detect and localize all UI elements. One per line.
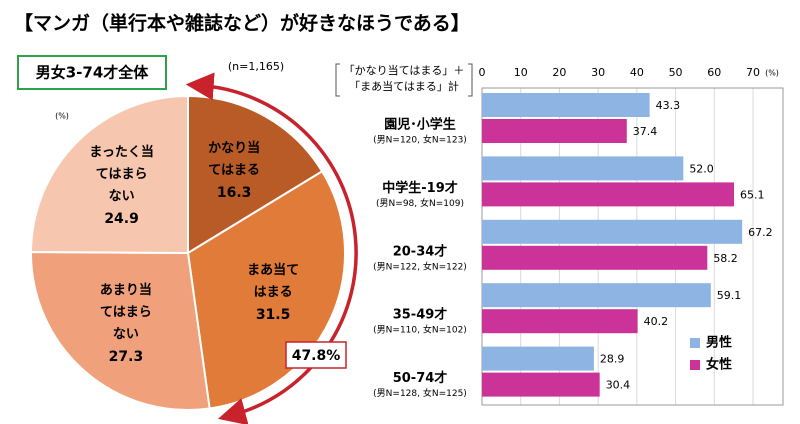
x-tick-label: 50 bbox=[669, 66, 683, 79]
bar bbox=[482, 372, 600, 397]
category-label: 50-74才 bbox=[393, 370, 448, 386]
value-label: 52.0 bbox=[689, 162, 714, 175]
slice-value: 27.3 bbox=[108, 348, 144, 365]
category-note: (男N=128, 女N=125) bbox=[373, 387, 467, 399]
slice-label: まあ当て はまる bbox=[247, 263, 300, 301]
value-label: 59.1 bbox=[717, 289, 742, 302]
legend-label: 男性 bbox=[706, 335, 732, 351]
pie-unit: (%) bbox=[55, 112, 69, 121]
slice-label: かなり当 てはまる bbox=[208, 140, 261, 178]
category-label: 20-34才 bbox=[393, 243, 448, 259]
value-label: 43.3 bbox=[656, 99, 681, 112]
legend-swatch bbox=[690, 360, 700, 370]
x-tick-label: 40 bbox=[630, 66, 644, 79]
badge: 男女3-74才全体 bbox=[36, 64, 150, 82]
x-tick-label: 0 bbox=[479, 66, 486, 79]
x-tick-label: 30 bbox=[591, 66, 605, 79]
legend-swatch bbox=[690, 338, 700, 348]
bar bbox=[482, 93, 650, 117]
bar-title-brackets bbox=[335, 63, 473, 97]
category-note: (男N=98, 女N=109) bbox=[376, 197, 464, 209]
value-label: 65.1 bbox=[740, 188, 765, 201]
bar bbox=[482, 219, 743, 244]
pie-slice bbox=[29, 94, 189, 255]
bar-unit: (%) bbox=[765, 69, 779, 78]
sum-arrow bbox=[185, 72, 358, 424]
category-note: (男N=122, 女N=122) bbox=[373, 260, 467, 272]
slice-value: 31.5 bbox=[255, 307, 291, 324]
x-tick-label: 20 bbox=[552, 66, 566, 79]
value-label: 40.2 bbox=[644, 315, 669, 328]
value-label: 37.4 bbox=[633, 125, 658, 138]
bar bbox=[482, 283, 711, 308]
value-label: 67.2 bbox=[748, 226, 773, 239]
page-title: 【マンガ（単行本や雑誌など）が好きなほうである】 bbox=[14, 12, 470, 35]
x-tick-label: 10 bbox=[514, 66, 528, 79]
bar bbox=[482, 156, 684, 181]
slice-label: まったく当 てはまら ない bbox=[89, 145, 154, 205]
bar bbox=[482, 182, 735, 207]
bar bbox=[482, 309, 638, 334]
value-label: 28.9 bbox=[600, 353, 625, 366]
bar bbox=[482, 245, 708, 270]
slice-value: 24.9 bbox=[104, 211, 139, 228]
category-label: 園児･小学生 bbox=[384, 117, 456, 133]
category-note: (男N=110, 女N=102) bbox=[373, 324, 467, 336]
bar-title: 「かなり当てはまる」＋ 「まあ当てはまる」計 bbox=[343, 64, 465, 93]
value-label: 58.2 bbox=[713, 252, 738, 265]
sample-size: (n=1,165) bbox=[228, 60, 284, 73]
badge-box bbox=[17, 55, 167, 90]
slice-label: あまり当 てはまら ない bbox=[99, 282, 152, 342]
category-note: (男N=120, 女N=123) bbox=[373, 134, 467, 146]
legend-label: 女性 bbox=[706, 357, 732, 373]
value-label: 30.4 bbox=[606, 379, 631, 392]
annotation-box bbox=[285, 341, 347, 369]
bar-chart: 0 10 20 30 40 50 60 70 園児･小学生(男N=120, 女N=123) 43.… bbox=[373, 66, 784, 406]
x-tick-label: 60 bbox=[707, 66, 721, 79]
bar bbox=[482, 119, 627, 143]
slice-value: 16.3 bbox=[216, 184, 252, 201]
pie-slice bbox=[30, 251, 211, 411]
category-label: 中学生-19才 bbox=[382, 180, 458, 196]
bar bbox=[482, 346, 594, 371]
category-label: 35-49才 bbox=[393, 307, 448, 323]
x-tick-label: 70 bbox=[746, 66, 760, 79]
annotation: 47.8% bbox=[292, 348, 341, 364]
